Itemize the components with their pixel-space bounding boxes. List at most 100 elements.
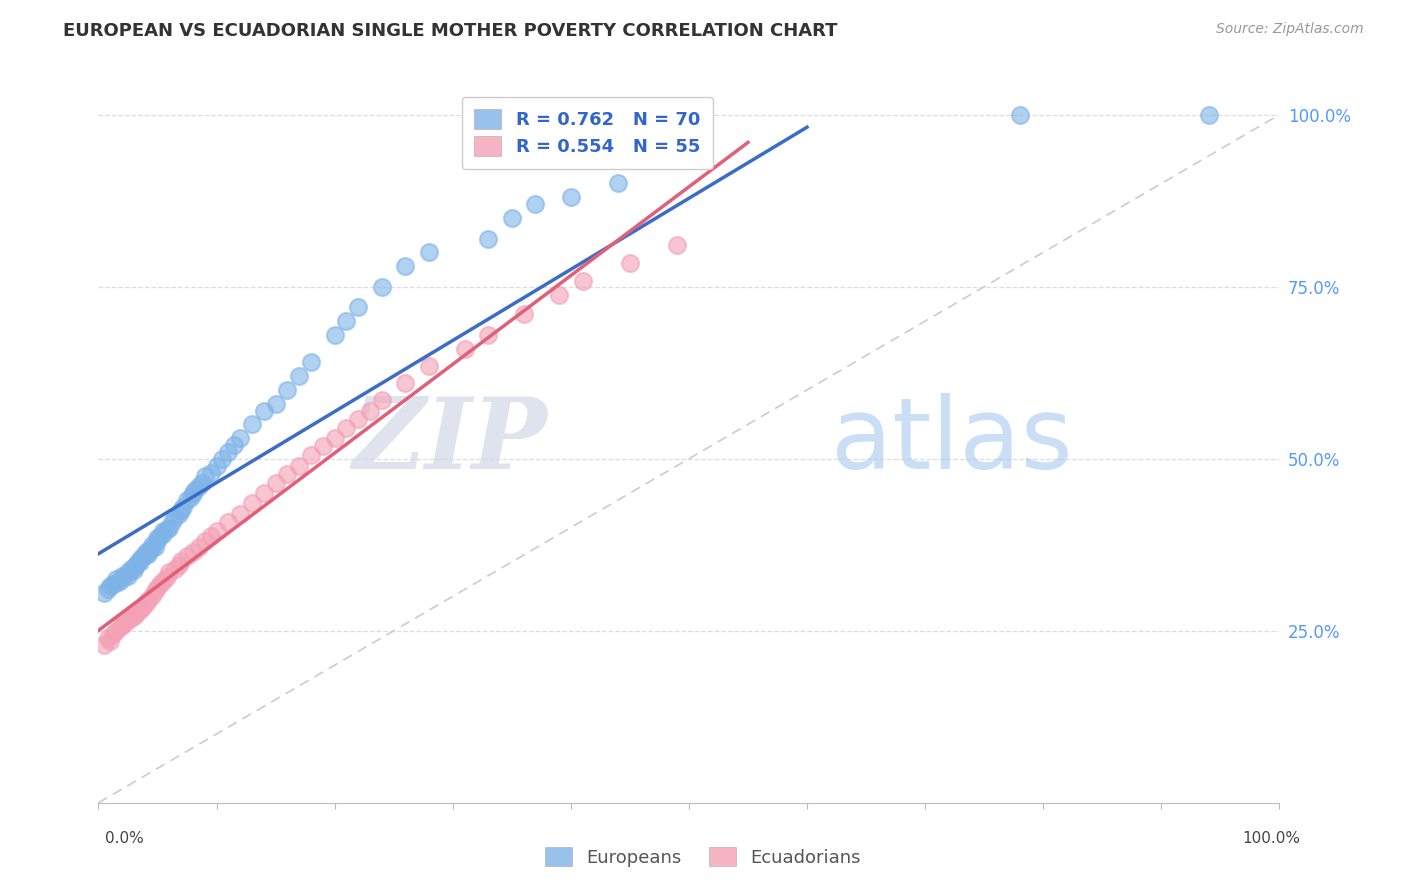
Point — [335, 421, 357, 435]
Point — [117, 568, 139, 582]
Point — [157, 566, 180, 580]
Point — [224, 438, 246, 452]
Point — [121, 611, 143, 625]
Point — [127, 557, 149, 571]
Point — [156, 570, 179, 584]
Point — [146, 534, 169, 549]
Point — [524, 197, 547, 211]
Point — [176, 549, 198, 564]
Point — [143, 583, 166, 598]
Point — [135, 548, 157, 562]
Point — [184, 483, 207, 497]
Point — [125, 558, 148, 573]
Point — [194, 534, 217, 549]
Point — [105, 624, 128, 638]
Point — [167, 507, 190, 521]
Text: 0.0%: 0.0% — [105, 831, 145, 846]
Point — [229, 507, 252, 521]
Text: EUROPEAN VS ECUADORIAN SINGLE MOTHER POVERTY CORRELATION CHART: EUROPEAN VS ECUADORIAN SINGLE MOTHER POV… — [63, 22, 838, 40]
Point — [666, 238, 689, 252]
Point — [347, 301, 370, 315]
Point — [477, 231, 499, 245]
Point — [264, 397, 287, 411]
Point — [135, 544, 157, 558]
Point — [128, 555, 150, 569]
Point — [323, 431, 346, 445]
Point — [1008, 108, 1031, 122]
Point — [560, 190, 582, 204]
Point — [187, 540, 209, 554]
Point — [108, 574, 131, 589]
Point — [93, 638, 115, 652]
Point — [132, 549, 155, 564]
Point — [619, 255, 641, 269]
Point — [101, 577, 124, 591]
Text: 100.0%: 100.0% — [1243, 831, 1301, 846]
Point — [501, 211, 523, 225]
Point — [335, 314, 357, 328]
Point — [312, 439, 335, 453]
Point — [229, 431, 252, 445]
Point — [172, 500, 194, 514]
Point — [240, 496, 263, 510]
Point — [167, 558, 190, 573]
Point — [299, 448, 322, 462]
Point — [122, 563, 145, 577]
Text: Source: ZipAtlas.com: Source: ZipAtlas.com — [1216, 22, 1364, 37]
Point — [108, 620, 131, 634]
Point — [288, 369, 311, 384]
Point — [128, 551, 150, 566]
Point — [253, 403, 276, 417]
Point — [371, 279, 394, 293]
Point — [128, 603, 150, 617]
Point — [264, 475, 287, 490]
Point — [477, 327, 499, 342]
Point — [105, 572, 128, 586]
Point — [176, 493, 198, 508]
Point — [240, 417, 263, 432]
Point — [149, 529, 172, 543]
Point — [149, 577, 172, 591]
Point — [165, 510, 187, 524]
Point — [1198, 108, 1220, 122]
Point — [217, 515, 239, 529]
Point — [157, 520, 180, 534]
Point — [181, 544, 204, 558]
Point — [288, 458, 311, 473]
Point — [97, 631, 120, 645]
Point — [111, 568, 134, 582]
Point — [135, 596, 157, 610]
Point — [98, 634, 121, 648]
Point — [112, 616, 135, 631]
Point — [112, 570, 135, 584]
Point — [93, 586, 115, 600]
Point — [170, 553, 193, 567]
Point — [276, 467, 298, 481]
Point — [160, 515, 183, 529]
Point — [117, 566, 139, 580]
Point — [200, 466, 222, 480]
Point — [141, 538, 163, 552]
Point — [146, 581, 169, 595]
Point — [132, 599, 155, 614]
Point — [146, 531, 169, 545]
Point — [211, 451, 233, 466]
Point — [607, 177, 630, 191]
Point — [200, 529, 222, 543]
Point — [191, 475, 214, 490]
Point — [136, 592, 159, 607]
Point — [205, 458, 228, 473]
Point — [217, 445, 239, 459]
Point — [205, 524, 228, 538]
Point — [194, 469, 217, 483]
Point — [138, 542, 160, 557]
Point — [136, 547, 159, 561]
Point — [512, 307, 534, 321]
Point — [152, 524, 174, 538]
Point — [152, 527, 174, 541]
Point — [156, 522, 179, 536]
Legend: R = 0.762   N = 70, R = 0.554   N = 55: R = 0.762 N = 70, R = 0.554 N = 55 — [461, 96, 713, 169]
Text: ZIP: ZIP — [353, 393, 547, 490]
Point — [165, 562, 187, 576]
Legend: Europeans, Ecuadorians: Europeans, Ecuadorians — [538, 840, 868, 874]
